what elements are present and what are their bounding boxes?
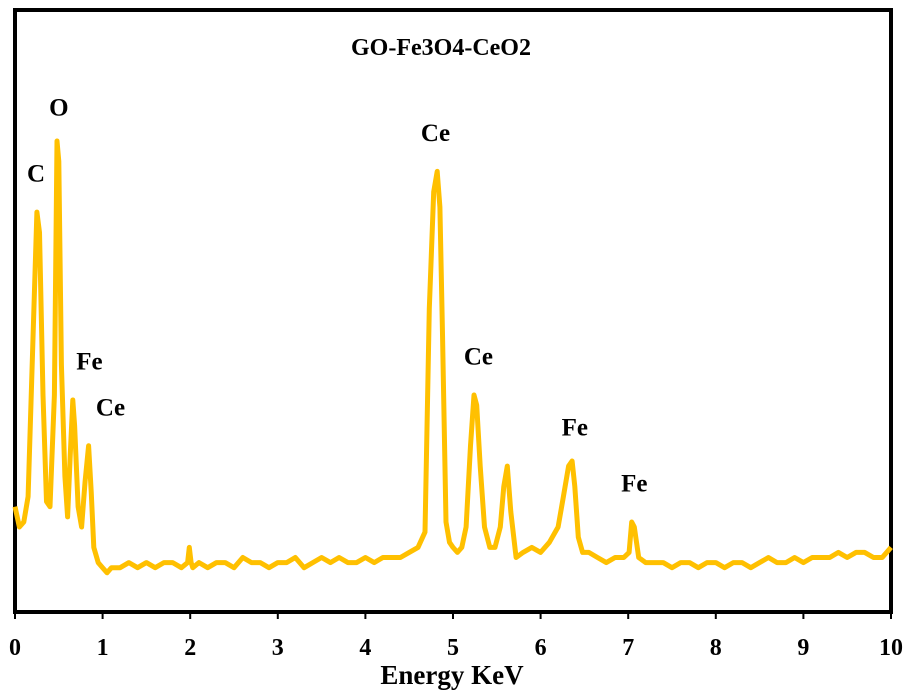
peak-label-fe: Fe	[562, 415, 588, 442]
plot-frame	[13, 8, 893, 614]
x-tick-label: 5	[447, 635, 459, 661]
peak-label-o: O	[49, 95, 68, 122]
x-tick-label: 6	[535, 635, 547, 661]
x-axis-title: Energy KeV	[380, 660, 524, 690]
peak-label-c: C	[27, 161, 45, 188]
chart-title: GO-Fe3O4-CeO2	[351, 35, 531, 61]
x-tick-label: 9	[797, 635, 809, 661]
x-tick-label: 3	[272, 635, 284, 661]
peak-label-ce: Ce	[464, 343, 493, 370]
peak-label-fe: Fe	[76, 349, 102, 376]
peak-labels: C O Fe Ce Ce Ce Fe Fe	[27, 95, 648, 498]
x-tick-label: 10	[879, 635, 903, 661]
x-axis-ticks: 0 1 2 3 4 5 6 7 8 9 10	[9, 612, 903, 661]
peak-label-fe: Fe	[621, 470, 647, 497]
x-tick-label: 8	[710, 635, 722, 661]
spectrum-series	[12, 138, 893, 576]
x-tick-label: 4	[359, 635, 371, 661]
x-tick-label: 0	[9, 635, 21, 661]
spectrum-line-0	[12, 138, 893, 576]
x-tick-label: 1	[97, 635, 109, 661]
peak-label-ce: Ce	[96, 394, 125, 421]
x-tick-label: 7	[622, 635, 634, 661]
peak-label-ce: Ce	[421, 120, 450, 147]
x-tick-label: 2	[184, 635, 196, 661]
